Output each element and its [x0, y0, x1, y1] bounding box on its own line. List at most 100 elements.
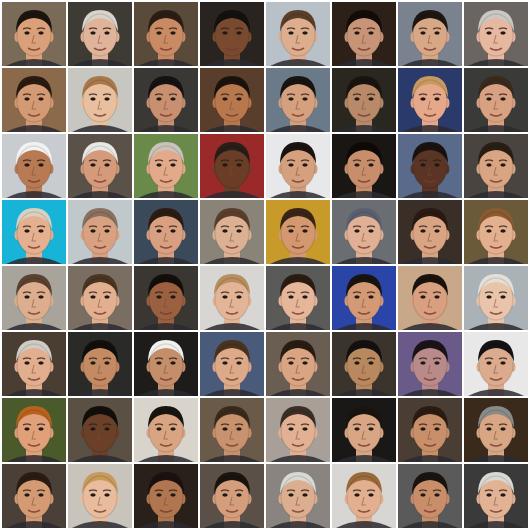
face-portrait: [266, 68, 330, 132]
portrait-eye-right: [302, 163, 307, 166]
face-thumbnail-r1c5: [266, 2, 330, 66]
face-thumbnail-r2c5: [266, 68, 330, 132]
portrait-eye-left: [222, 31, 227, 34]
portrait-eye-right: [434, 295, 439, 298]
face-thumbnail-r4c6: [332, 200, 396, 264]
face-thumbnail-r4c2: [68, 200, 132, 264]
face-thumbnail-r8c2: [68, 464, 132, 528]
face-portrait: [2, 68, 66, 132]
portrait-eye-left: [24, 295, 29, 298]
portrait-eye-right: [38, 97, 43, 100]
face-portrait: [398, 332, 462, 396]
face-thumbnail-r6c4: [200, 332, 264, 396]
face-thumbnail-r4c5: [266, 200, 330, 264]
face-thumbnail-r5c7: [398, 266, 462, 330]
portrait-eye-left: [288, 493, 293, 496]
portrait-eye-left: [288, 97, 293, 100]
portrait-eye-right: [368, 31, 373, 34]
portrait-eye-left: [354, 31, 359, 34]
face-portrait: [398, 200, 462, 264]
portrait-eye-right: [236, 295, 241, 298]
portrait-eye-right: [500, 229, 505, 232]
face-portrait: [398, 398, 462, 462]
face-portrait: [398, 68, 462, 132]
portrait-eye-right: [104, 163, 109, 166]
face-portrait: [134, 332, 198, 396]
portrait-eye-left: [24, 163, 29, 166]
face-portrait: [464, 464, 528, 528]
face-thumbnail-r7c6: [332, 398, 396, 462]
portrait-eye-left: [420, 163, 425, 166]
portrait-eye-right: [170, 229, 175, 232]
portrait-eye-left: [24, 361, 29, 364]
portrait-eye-right: [236, 163, 241, 166]
face-thumbnail-r3c2: [68, 134, 132, 198]
portrait-eye-right: [368, 427, 373, 430]
face-portrait: [134, 68, 198, 132]
portrait-eye-right: [500, 31, 505, 34]
face-portrait: [266, 398, 330, 462]
portrait-eye-left: [222, 163, 227, 166]
portrait-eye-left: [156, 493, 161, 496]
face-thumbnail-r6c7: [398, 332, 462, 396]
portrait-eye-right: [368, 361, 373, 364]
portrait-eye-right: [302, 295, 307, 298]
face-portrait: [200, 332, 264, 396]
face-thumbnail-r5c2: [68, 266, 132, 330]
face-portrait: [464, 332, 528, 396]
portrait-eye-right: [236, 361, 241, 364]
face-portrait: [200, 464, 264, 528]
face-portrait: [68, 398, 132, 462]
portrait-eye-right: [368, 97, 373, 100]
face-thumbnail-r5c4: [200, 266, 264, 330]
face-thumbnail-r3c4: [200, 134, 264, 198]
portrait-eye-right: [170, 493, 175, 496]
face-thumbnail-r7c3: [134, 398, 198, 462]
portrait-eye-left: [354, 295, 359, 298]
face-thumbnail-r1c1: [2, 2, 66, 66]
face-portrait: [2, 332, 66, 396]
portrait-eye-right: [170, 295, 175, 298]
face-portrait: [464, 200, 528, 264]
portrait-eye-left: [156, 229, 161, 232]
portrait-eye-left: [24, 31, 29, 34]
portrait-eye-left: [354, 493, 359, 496]
face-thumbnail-r6c8: [464, 332, 528, 396]
portrait-eye-left: [354, 427, 359, 430]
portrait-eye-left: [90, 361, 95, 364]
portrait-eye-left: [354, 229, 359, 232]
face-portrait: [2, 134, 66, 198]
face-thumbnail-r6c6: [332, 332, 396, 396]
portrait-eye-right: [104, 295, 109, 298]
face-portrait: [68, 464, 132, 528]
face-portrait: [464, 2, 528, 66]
portrait-eye-right: [38, 295, 43, 298]
face-portrait: [332, 134, 396, 198]
face-portrait: [134, 464, 198, 528]
portrait-eye-left: [420, 97, 425, 100]
portrait-eye-right: [38, 229, 43, 232]
face-thumbnail-r3c8: [464, 134, 528, 198]
face-thumbnail-r5c5: [266, 266, 330, 330]
face-portrait: [200, 68, 264, 132]
face-thumbnail-r8c5: [266, 464, 330, 528]
face-thumbnail-r8c1: [2, 464, 66, 528]
portrait-eye-left: [222, 295, 227, 298]
face-thumbnail-r1c2: [68, 2, 132, 66]
portrait-eye-right: [500, 295, 505, 298]
face-thumbnail-r4c4: [200, 200, 264, 264]
portrait-eye-left: [486, 427, 491, 430]
face-thumbnail-r1c4: [200, 2, 264, 66]
portrait-eye-left: [486, 163, 491, 166]
face-portrait: [332, 2, 396, 66]
face-thumbnail-r7c7: [398, 398, 462, 462]
face-portrait: [68, 68, 132, 132]
portrait-eye-right: [368, 493, 373, 496]
face-thumbnail-r2c2: [68, 68, 132, 132]
face-portrait: [464, 398, 528, 462]
portrait-eye-left: [288, 427, 293, 430]
face-thumbnail-r4c7: [398, 200, 462, 264]
face-thumbnail-r2c8: [464, 68, 528, 132]
face-thumbnail-r7c8: [464, 398, 528, 462]
portrait-eye-left: [156, 295, 161, 298]
